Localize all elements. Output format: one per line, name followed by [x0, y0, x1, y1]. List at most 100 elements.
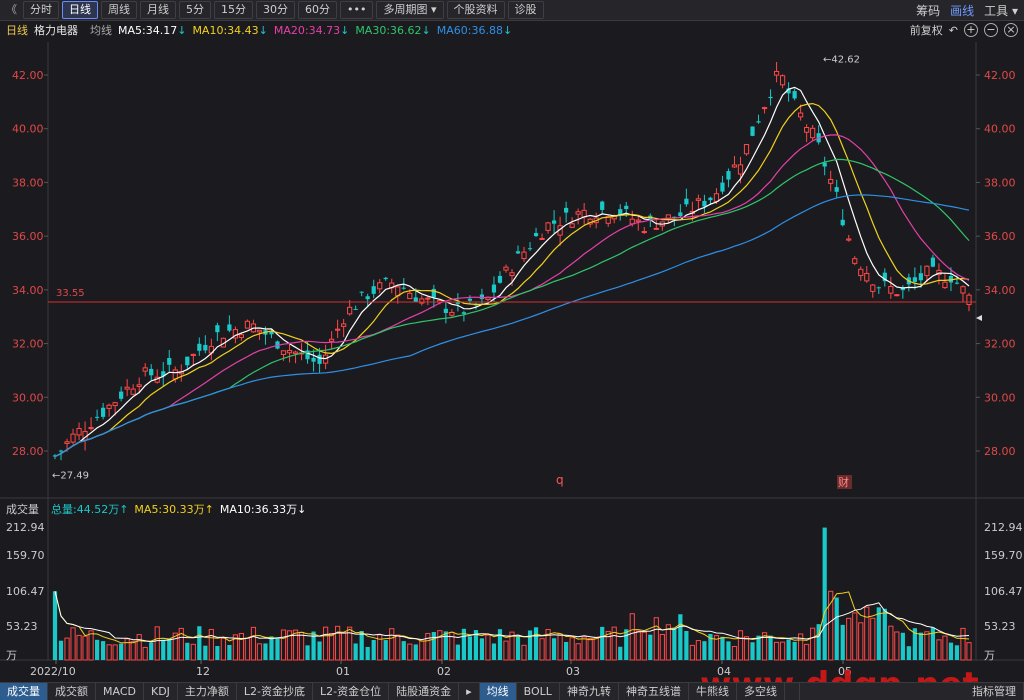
indicator-tab-3[interactable]: KDJ: [144, 683, 178, 700]
indicator-tab-12[interactable]: 神奇五线谱: [619, 683, 689, 700]
zoom-out-icon[interactable]: −: [984, 23, 998, 37]
period-button-9[interactable]: 多周期图 ▾: [376, 1, 444, 19]
volume-bar: [377, 634, 383, 661]
date-tick-label: 2022/10: [30, 665, 76, 678]
candle-body: [197, 343, 202, 351]
volume-bar: [828, 590, 834, 661]
volume-bar: [142, 646, 148, 661]
indicator-tab-2[interactable]: MACD: [96, 683, 144, 700]
indicator-tab-10[interactable]: BOLL: [517, 683, 560, 700]
indicator-tab-15[interactable]: [785, 683, 800, 700]
low-price-label: ←27.49: [52, 471, 89, 482]
tools-button[interactable]: 工具 ▾: [984, 4, 1018, 18]
volume-bar: [58, 640, 64, 660]
candle-body: [142, 367, 148, 372]
volume-bar: [743, 636, 750, 661]
candle-body: [672, 216, 677, 218]
price-tick-label-right: 36.00: [984, 230, 1016, 243]
vol-tick-label-right: 53.23: [984, 620, 1016, 633]
adjust-mode-select[interactable]: 前复权: [909, 24, 943, 37]
candle-body: [779, 75, 786, 86]
ma10-label: MA10:34.43: [192, 23, 259, 37]
volume-bar: [918, 632, 923, 660]
volume-bar: [311, 631, 316, 660]
volume-total: 总量:44.52万↑: [51, 503, 129, 516]
volume-bar: [238, 632, 245, 661]
chips-button[interactable]: 筹码: [916, 4, 941, 18]
close-icon[interactable]: ×: [1004, 23, 1018, 37]
vol-tick-label-right: 159.70: [984, 549, 1023, 562]
indicator-tab-7[interactable]: 陆股通资金: [389, 683, 460, 700]
period-button-8[interactable]: •••: [340, 1, 374, 19]
indicator-tab-8[interactable]: ▸: [459, 683, 480, 700]
period-button-1[interactable]: 日线: [62, 1, 98, 19]
candle-body: [918, 273, 923, 281]
period-button-6[interactable]: 30分: [256, 1, 295, 19]
volume-bar: [786, 639, 791, 660]
ma-info-bar: 日线 格力电器 均线 MA5:34.17 ↓ MA10:34.43 ↓ MA20:3…: [0, 21, 1024, 39]
volume-bar: [761, 632, 768, 661]
candle-body: [203, 344, 208, 351]
volume-bar: [702, 641, 707, 660]
volume-bar: [545, 629, 551, 661]
vol-tick-label-left: 159.70: [6, 549, 45, 562]
candle-body: [575, 211, 581, 215]
undo-icon[interactable]: ↶: [948, 23, 958, 37]
volume-bar: [810, 627, 816, 661]
candle-body: [244, 320, 251, 329]
candle-body: [479, 294, 485, 300]
candle-body: [509, 272, 515, 277]
ma60-label: MA60:36.88: [436, 23, 503, 37]
period-button-5[interactable]: 15分: [214, 1, 253, 19]
date-tick-label: 03: [566, 665, 580, 678]
candle-body: [443, 308, 448, 313]
zoom-in-icon[interactable]: +: [964, 23, 978, 37]
candle-body: [894, 294, 900, 297]
period-button-10[interactable]: 个股资料: [446, 1, 505, 19]
indicator-tab-16[interactable]: 指标管理: [965, 683, 1024, 700]
indicator-tab-9[interactable]: 均线: [479, 683, 517, 700]
period-button-3[interactable]: 月线: [140, 1, 176, 19]
indicator-tab-13[interactable]: 牛熊线: [689, 683, 737, 700]
volume-bar: [263, 643, 268, 660]
indicator-tab-0[interactable]: 成交量: [0, 683, 48, 700]
candle-body: [713, 193, 720, 202]
volume-bar: [551, 638, 557, 660]
period-label: 日线: [6, 24, 28, 37]
volume-bar: [894, 631, 900, 661]
period-button-2[interactable]: 周线: [101, 1, 137, 19]
period-button-7[interactable]: 60分: [298, 1, 337, 19]
volume-bar: [684, 630, 689, 660]
volume-bar: [455, 644, 460, 660]
period-button-4[interactable]: 5分: [179, 1, 211, 19]
volume-bar: [298, 631, 305, 661]
candle-body: [467, 298, 473, 301]
volume-bar: [64, 637, 70, 661]
back-button[interactable]: 《: [6, 3, 17, 16]
ma5-label: MA5:34.17: [118, 23, 178, 37]
period-button-0[interactable]: 分时: [23, 1, 59, 19]
period-button-11[interactable]: 诊股: [507, 1, 544, 19]
current-price-pointer-icon: [976, 315, 982, 321]
volume-ma5: MA5:30.33万↑: [134, 503, 214, 516]
indicator-tab-4[interactable]: 主力净额: [178, 683, 237, 700]
volume-bar: [804, 643, 810, 661]
ma5-line: [54, 86, 970, 458]
indicator-tab-5[interactable]: L2-资金抄底: [237, 683, 314, 700]
volume-bar: [185, 642, 190, 660]
chart-right-controls: 前复权 ↶ + − ×: [910, 22, 1018, 38]
q-marker: q: [556, 473, 564, 487]
volume-bar: [232, 634, 239, 661]
ma20-label: MA20:34.73: [273, 23, 341, 37]
indicator-tab-6[interactable]: L2-资金仓位: [313, 683, 390, 700]
vol-tick-label-left: 万: [6, 649, 17, 662]
volume-bar: [960, 627, 966, 661]
draw-line-button[interactable]: 画线: [950, 4, 975, 18]
indicator-tab-14[interactable]: 多空线: [737, 683, 785, 700]
volume-bar: [624, 629, 629, 660]
candle-body: [702, 200, 707, 207]
indicator-tab-11[interactable]: 神奇九转: [560, 683, 619, 700]
volume-bar: [773, 641, 780, 661]
indicator-tab-1[interactable]: 成交额: [48, 683, 96, 700]
